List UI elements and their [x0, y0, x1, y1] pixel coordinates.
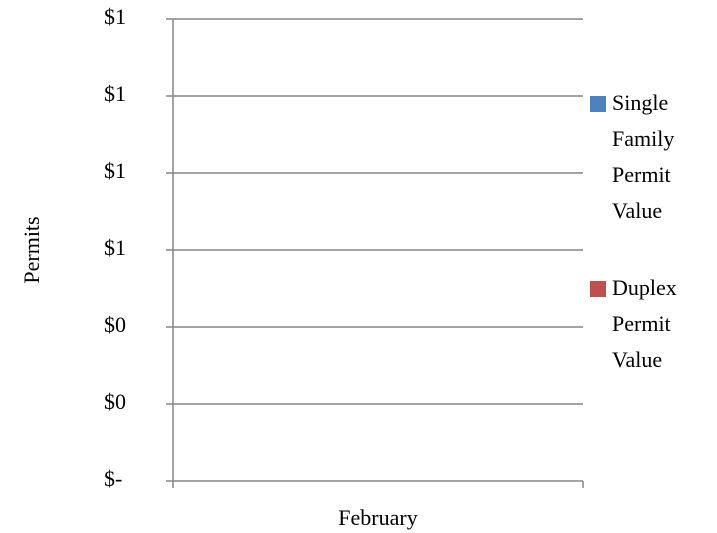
y-axis-title: Permits [19, 216, 44, 283]
y-tick-label: $0 [104, 312, 126, 337]
y-tick-label: $1 [104, 81, 126, 106]
legend-label: Single Family Permit Value [612, 90, 675, 223]
legend-label: Duplex Permit Value [612, 275, 677, 372]
y-tick-label: $1 [104, 158, 126, 183]
y-tick-label: $1 [104, 235, 126, 260]
x-tick-label: February [338, 505, 417, 530]
y-tick-label: $0 [104, 389, 126, 414]
legend-swatch [590, 96, 606, 112]
y-tick-label: $- [104, 466, 122, 491]
legend-swatch [590, 281, 606, 297]
y-tick-label: $1 [104, 4, 126, 29]
